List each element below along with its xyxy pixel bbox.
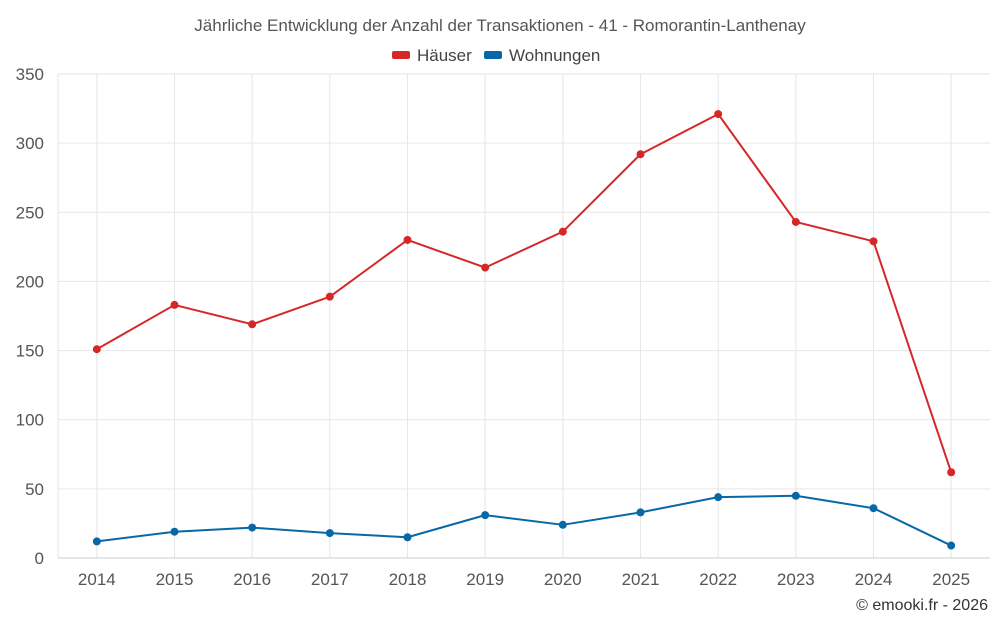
data-point-haeuser[interactable] xyxy=(869,237,878,246)
x-tick-label: 2022 xyxy=(699,570,737,589)
legend: Häuser Wohnungen xyxy=(392,46,600,65)
x-tick-label: 2023 xyxy=(777,570,815,589)
x-tick-label: 2016 xyxy=(233,570,271,589)
data-point-wohnungen[interactable] xyxy=(170,527,179,536)
data-point-wohnungen[interactable] xyxy=(403,533,412,542)
series-line-haeuser xyxy=(96,113,953,473)
y-tick-label: 50 xyxy=(25,480,44,499)
data-point-wohnungen[interactable] xyxy=(92,537,101,546)
data-point-wohnungen[interactable] xyxy=(869,504,878,513)
data-point-wohnungen[interactable] xyxy=(947,541,956,550)
x-tick-label: 2018 xyxy=(389,570,427,589)
x-tick-label: 2019 xyxy=(466,570,504,589)
data-point-wohnungen[interactable] xyxy=(481,511,490,520)
data-point-haeuser[interactable] xyxy=(248,320,257,329)
y-tick-label: 100 xyxy=(16,411,44,430)
grid xyxy=(57,73,990,559)
x-tick-label: 2017 xyxy=(311,570,349,589)
data-point-haeuser[interactable] xyxy=(714,110,723,119)
data-point-haeuser[interactable] xyxy=(92,345,101,354)
data-point-haeuser[interactable] xyxy=(558,227,567,236)
data-point-wohnungen[interactable] xyxy=(714,493,723,502)
y-tick-label: 0 xyxy=(35,549,44,568)
x-axis: 2014 2015 2016 2017 2018 2019 2020 2021 2022 2023… xyxy=(78,570,970,589)
x-tick-label: 2015 xyxy=(156,570,194,589)
x-tick-label: 2021 xyxy=(622,570,660,589)
data-point-wohnungen[interactable] xyxy=(791,491,800,500)
legend-swatch-wohnungen xyxy=(484,51,502,59)
data-point-haeuser[interactable] xyxy=(636,150,645,159)
legend-label-wohnungen: Wohnungen xyxy=(509,46,600,65)
data-point-wohnungen[interactable] xyxy=(558,520,567,529)
legend-item-haeuser[interactable]: Häuser xyxy=(392,46,472,65)
data-point-haeuser[interactable] xyxy=(947,468,956,477)
data-point-haeuser[interactable] xyxy=(403,235,412,244)
x-tick-label: 2014 xyxy=(78,570,116,589)
legend-item-wohnungen[interactable]: Wohnungen xyxy=(484,46,600,65)
data-point-wohnungen[interactable] xyxy=(325,529,334,538)
legend-label-haeuser: Häuser xyxy=(417,46,472,65)
credit-text: © emooki.fr - 2026 xyxy=(856,597,988,614)
y-tick-label: 250 xyxy=(16,203,44,222)
y-tick-label: 150 xyxy=(16,342,44,361)
data-point-wohnungen[interactable] xyxy=(248,523,257,532)
y-tick-label: 300 xyxy=(16,134,44,153)
legend-swatch-haeuser xyxy=(392,51,410,59)
x-tick-label: 2024 xyxy=(855,570,893,589)
x-tick-label: 2020 xyxy=(544,570,582,589)
data-point-haeuser[interactable] xyxy=(481,263,490,272)
data-point-haeuser[interactable] xyxy=(325,292,334,301)
data-point-wohnungen[interactable] xyxy=(636,508,645,517)
y-axis: 0 50 100 150 200 250 300 350 xyxy=(16,65,44,568)
x-tick-label: 2025 xyxy=(932,570,970,589)
data-point-haeuser[interactable] xyxy=(791,217,800,226)
series-layer xyxy=(92,110,956,550)
y-tick-label: 200 xyxy=(16,272,44,291)
chart-title: Jährliche Entwicklung der Anzahl der Tra… xyxy=(194,16,806,35)
series-line-wohnungen xyxy=(96,494,952,547)
y-tick-label: 350 xyxy=(16,65,44,84)
data-point-haeuser[interactable] xyxy=(170,300,179,309)
